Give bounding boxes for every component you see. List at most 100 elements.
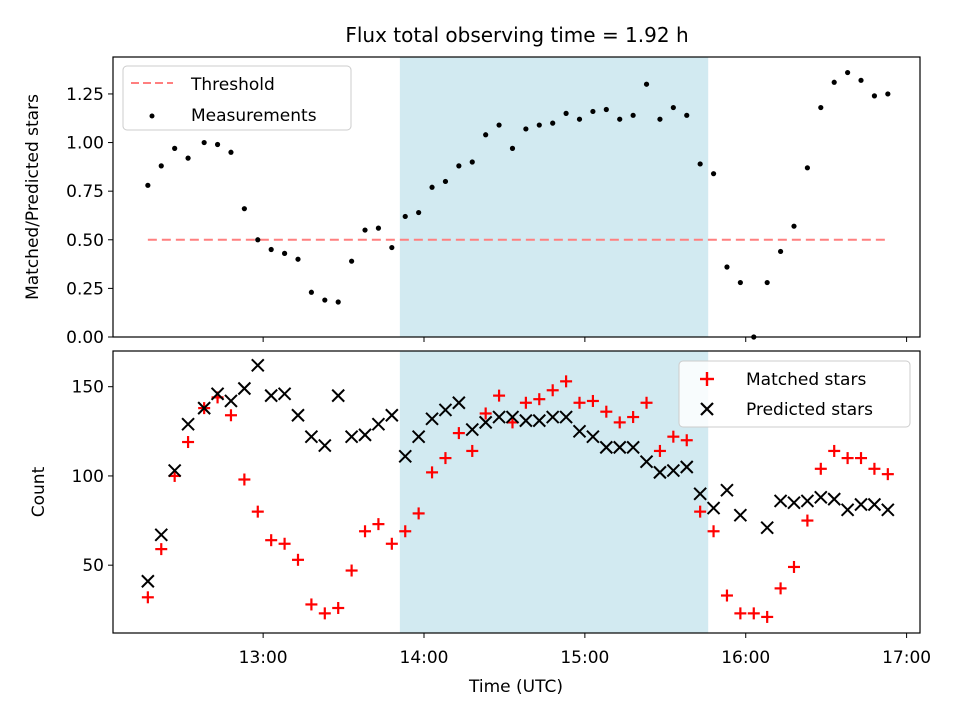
predicted-star-point (693, 487, 707, 501)
bottom-legend-box (678, 360, 911, 428)
predicted-star-point (626, 440, 640, 455)
predicted-star-point (452, 396, 466, 410)
matched-star-point (224, 409, 237, 422)
matched-star-point (613, 416, 626, 429)
predicted-legend-label: Predicted stars (746, 400, 873, 420)
predicted-star-point (760, 520, 774, 535)
predicted-star-point (800, 494, 815, 508)
predicted-star-point (411, 429, 426, 444)
predicted-star-point (854, 497, 868, 512)
x-tick-label: 13:00 (239, 648, 288, 668)
matched-star-point (855, 452, 868, 465)
predicted-star-point (733, 508, 748, 522)
measurement-point (697, 161, 703, 167)
measurement-point (145, 182, 151, 188)
matched-star-point (426, 466, 439, 479)
matched-star-point (828, 444, 841, 457)
measurement-point (362, 227, 368, 233)
bottom-y-axis: 50 100 150 (72, 378, 113, 576)
matched-legend-label: Matched stars (746, 370, 866, 390)
predicted-star-point (371, 417, 386, 431)
measurement-point (228, 149, 234, 155)
predicted-star-point (277, 387, 292, 401)
predicted-star-point (787, 496, 801, 510)
measurements-legend-swatch (149, 113, 155, 119)
matched-star-point (720, 589, 733, 602)
chart-title: Flux total observing time = 1.92 h (345, 23, 688, 47)
matched-star-point (385, 537, 398, 550)
measurement-point (268, 246, 274, 253)
measurement-point (724, 264, 730, 270)
matched-star-point (801, 514, 814, 527)
matched-star-point (841, 452, 854, 465)
predicted-star-point (706, 501, 721, 515)
measurement-point (523, 126, 529, 132)
measurement-point (818, 104, 824, 111)
bottom-plot-frame (112, 350, 921, 634)
bottom-x-axis: 13:00 14:00 15:00 16:00 17:00 (239, 633, 931, 668)
measurement-point (185, 155, 191, 161)
predicted-star-point (210, 387, 225, 401)
predicted-star-point (572, 424, 587, 439)
matched-star-point (667, 430, 680, 443)
matched-star-point (881, 468, 894, 481)
predicted-star-point (154, 528, 168, 542)
predicted-star-point (224, 394, 238, 408)
predicted-star-point (465, 422, 479, 437)
measurement-point (563, 110, 569, 116)
measurement-point (764, 279, 770, 286)
top-legend-box (122, 65, 352, 131)
bottom-panel: 50 100 150 13:00 14:00 15:00 16:00 17:00 Count… (29, 350, 931, 697)
matched-star-point (787, 560, 800, 573)
matched-star-point (141, 591, 154, 604)
top-y-tick-label: 1.00 (66, 134, 104, 154)
measurement-point (630, 112, 636, 118)
matched-star-point (546, 384, 559, 397)
matched-star-point (586, 394, 599, 407)
x-tick-label: 15:00 (560, 648, 609, 668)
matched-star-point (814, 462, 827, 475)
x-tick-label: 16:00 (721, 648, 770, 668)
top-shaded-interval (399, 57, 709, 337)
measurement-point (831, 79, 837, 85)
measurement-point (536, 122, 542, 128)
predicted-star-point (251, 358, 265, 372)
measurement-point (308, 289, 314, 295)
measurement-point (158, 163, 164, 169)
predicted-star-point (358, 428, 372, 442)
predicted-star-point (438, 403, 453, 417)
matched-star-point (600, 405, 613, 418)
x-tick-label: 14:00 (400, 648, 449, 668)
matched-star-point (155, 543, 168, 556)
measurement-point (456, 163, 462, 169)
bottom-y-axis-label: Count (29, 466, 49, 517)
predicted-star-point (867, 497, 882, 512)
top-y-axis-label: Matched/Predicted stars (23, 94, 43, 300)
measurements-legend-label: Measurements (191, 106, 317, 126)
measurement-point (550, 120, 556, 126)
predicted-star-point (197, 401, 211, 415)
predicted-star-point (653, 465, 667, 480)
matched-star-point (439, 452, 452, 465)
measurement-point (509, 145, 516, 151)
matched-star-point (332, 602, 345, 615)
predicted-star-point (385, 408, 399, 422)
measurement-point (429, 184, 435, 190)
bottom-predicted-points (141, 358, 895, 588)
predicted-star-point (532, 413, 546, 428)
matched-star-point (653, 444, 666, 457)
measurement-point (777, 248, 784, 255)
measurement-point (643, 81, 650, 87)
top-plot-frame (112, 56, 921, 338)
matched-star-point (182, 436, 195, 449)
matched-star-point (707, 525, 720, 538)
matched-star-point (868, 462, 881, 475)
predicted-star-point (398, 449, 412, 464)
predicted-star-point (318, 438, 332, 453)
predicted-star-point (519, 413, 533, 428)
matched-legend-swatch (700, 372, 714, 386)
predicted-star-point (639, 454, 654, 469)
predicted-star-point (680, 460, 694, 474)
measurement-point (590, 108, 596, 115)
